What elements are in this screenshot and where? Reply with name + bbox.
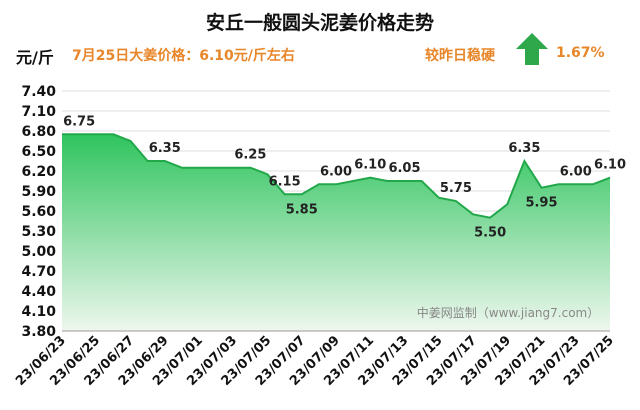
y-tick-label: 5.60 xyxy=(21,204,56,220)
y-axis: 7.40 7.10 6.80 6.50 6.20 5.90 5.60 5.30 5.00 4.70… xyxy=(21,84,56,340)
data-label: 5.85 xyxy=(286,202,318,217)
y-tick-label: 4.70 xyxy=(21,264,56,280)
data-label: 6.10 xyxy=(594,158,626,173)
data-labels: 6.756.35 6.256.155.856.00 6.10 6.055.755.50… xyxy=(63,114,626,240)
x-axis: 23/06/2323/06/2523/06/2723/06/2923/07/01… xyxy=(13,330,617,389)
data-label: 5.50 xyxy=(474,226,506,241)
y-tick-label: 6.20 xyxy=(21,164,56,180)
y-tick-label: 5.00 xyxy=(21,244,56,260)
data-label: 6.15 xyxy=(269,174,301,189)
data-label: 6.00 xyxy=(320,164,352,179)
up-arrow-shape xyxy=(516,33,548,65)
price-area xyxy=(62,134,610,331)
change-percent: 1.67% xyxy=(556,45,605,61)
watermark: 中姜网监制（www.jiang7.com） xyxy=(417,305,599,320)
data-label: 6.75 xyxy=(63,114,95,129)
data-label: 6.35 xyxy=(508,141,540,156)
y-tick-label: 5.30 xyxy=(21,224,56,240)
y-tick-label: 7.40 xyxy=(21,84,56,100)
y-tick-label: 4.40 xyxy=(21,284,56,300)
y-tick-label: 6.50 xyxy=(21,144,56,160)
data-label: 6.25 xyxy=(234,148,266,163)
chart-title: 安丘一般圆头泥姜价格走势 xyxy=(205,12,434,34)
y-tick-label: 3.80 xyxy=(21,324,56,340)
data-label: 5.95 xyxy=(525,196,557,211)
y-tick-label: 4.10 xyxy=(21,304,56,320)
unit-label: 元/斤 xyxy=(16,48,54,67)
data-label: 6.00 xyxy=(560,164,592,179)
y-tick-label: 7.10 xyxy=(21,104,56,120)
data-label: 6.35 xyxy=(149,141,181,156)
up-arrow-icon xyxy=(516,33,548,65)
data-label: 6.05 xyxy=(388,161,420,176)
compare-label: 较昨日稳硬 xyxy=(425,48,495,64)
data-label: 6.10 xyxy=(354,158,386,173)
price-line xyxy=(62,133,611,219)
price-summary: 7月25日大姜价格：6.10元/斤左右 xyxy=(72,48,295,64)
y-tick-label: 6.80 xyxy=(21,124,56,140)
y-tick-label: 5.90 xyxy=(21,184,56,200)
data-label: 5.75 xyxy=(440,181,472,196)
